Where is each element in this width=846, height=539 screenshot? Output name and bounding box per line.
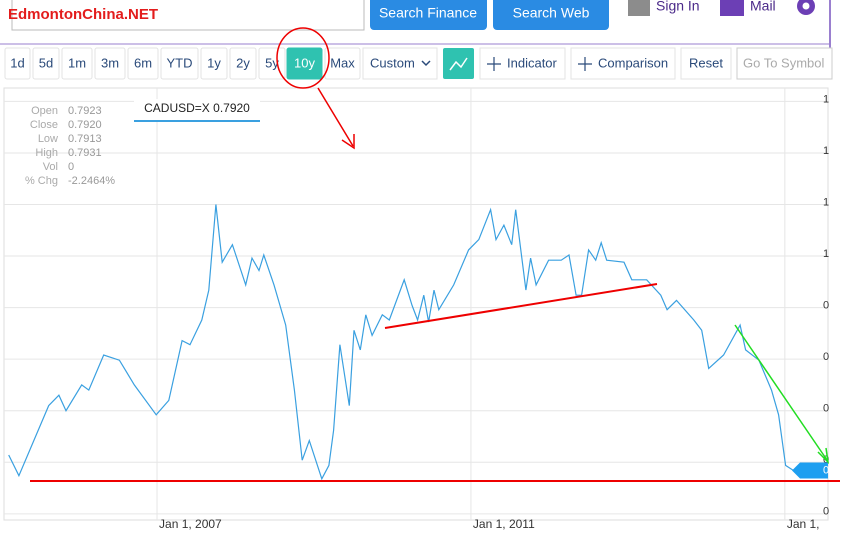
settings-icon-hole <box>802 2 810 10</box>
button-label: Search Web <box>513 5 590 21</box>
plot-area <box>3 87 829 521</box>
range-label: 3m <box>101 55 119 70</box>
range-button[interactable] <box>200 47 228 80</box>
annotation-circle <box>276 27 330 89</box>
range-button[interactable] <box>61 47 93 80</box>
range-button[interactable] <box>94 47 126 80</box>
chart-type-icon <box>449 57 468 71</box>
quote-label: Close <box>30 119 58 131</box>
quote-panel: Open 0.7923 Close 0.7920 Low 0.7913 High 0.7931… <box>25 105 115 187</box>
quote-label: Open <box>31 105 58 117</box>
tooltip-text: CADUSD=X 0.7920 <box>144 101 250 115</box>
plus-icon <box>578 57 592 71</box>
range-label: 5y <box>265 55 279 70</box>
range-label: 1m <box>68 55 86 70</box>
quote-value: 0.7923 <box>68 105 102 117</box>
indicator-label: Indicator <box>507 55 558 70</box>
current-price-tag <box>792 462 828 479</box>
search-finance-button[interactable] <box>370 0 487 30</box>
quote-value: 0.7931 <box>68 147 102 159</box>
down-arrow <box>734 324 828 461</box>
range-label: Max <box>330 55 355 70</box>
range-label: 6m <box>134 55 152 70</box>
range-label: 5d <box>39 55 53 70</box>
y-tick-label: 0 <box>823 506 829 518</box>
y-tick-label: 0 <box>823 403 829 415</box>
y-tick-label: 1 <box>823 145 829 157</box>
y-tick-label: 0 <box>823 300 829 312</box>
comparison-label: Comparison <box>598 55 668 70</box>
button-label: Search Finance <box>379 5 477 21</box>
range-button[interactable] <box>229 47 257 80</box>
quote-value: 0.7920 <box>68 119 102 131</box>
quote-value: 0 <box>68 161 74 173</box>
quote-value: -2.2464% <box>68 175 115 187</box>
search-web-button[interactable] <box>493 0 609 30</box>
range-button[interactable] <box>324 47 361 80</box>
range-label: 10y <box>294 55 315 70</box>
annotation-arrow <box>317 87 354 147</box>
range-button[interactable] <box>286 47 323 80</box>
annotation-arrowhead <box>341 134 355 150</box>
y-tick-label: 1 <box>823 93 829 105</box>
quote-label: Low <box>38 133 58 145</box>
quote-label: High <box>35 147 58 159</box>
plus-icon <box>487 57 501 71</box>
range-label: 1d <box>10 55 24 70</box>
y-tick-label: 1 <box>823 196 829 208</box>
range-button[interactable] <box>4 47 31 80</box>
down-arrowhead <box>817 447 830 465</box>
mail[interactable]: Mail <box>750 0 776 14</box>
range-button[interactable] <box>32 47 60 80</box>
x-tick-label: Jan 1, <box>787 517 820 531</box>
toolbar: 1d 5d 1m 3m 6m YTD 1y 2y 5y 10y Max Custom Indicator… <box>4 47 833 80</box>
reset-label: Reset <box>689 55 723 70</box>
quote-value: 0.7913 <box>68 133 102 145</box>
x-tick-label: Jan 1, 2011 <box>473 517 535 531</box>
symbol-placeholder: Go To Symbol <box>743 55 825 70</box>
reset-button[interactable] <box>680 47 732 80</box>
mail-icon[interactable] <box>720 0 744 16</box>
quote-label: % Chg <box>25 175 58 187</box>
y-tick-label: 1 <box>823 248 829 260</box>
sign-in[interactable]: Sign In <box>656 0 700 14</box>
custom-label: Custom <box>370 55 415 70</box>
current-price-label: 0 <box>823 464 829 476</box>
range-label: 2y <box>236 55 250 70</box>
range-button[interactable] <box>258 47 286 80</box>
symbol-input[interactable] <box>736 47 833 80</box>
range-button[interactable] <box>160 47 199 80</box>
range-label: YTD <box>167 55 193 70</box>
range-label: 1y <box>207 55 221 70</box>
range-button[interactable] <box>127 47 159 80</box>
search-box[interactable] <box>11 0 365 31</box>
trend-line <box>384 283 658 329</box>
quote-label: Vol <box>43 161 58 173</box>
logo: EdmontonChina.NET <box>8 6 158 23</box>
y-tick-label: 0 <box>823 351 829 363</box>
user-icon[interactable] <box>628 0 650 16</box>
x-tick-label: Jan 1, 2007 <box>159 517 222 531</box>
tooltip <box>134 99 260 121</box>
chevron <box>421 60 431 67</box>
price-line <box>8 204 794 481</box>
